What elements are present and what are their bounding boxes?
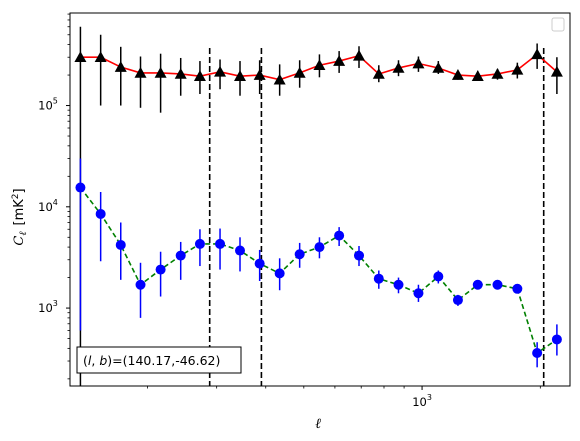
series-0-point <box>491 67 504 79</box>
series-0-point <box>531 48 544 60</box>
axes-border <box>69 12 571 387</box>
series-0-point <box>432 61 445 73</box>
y-tick-label: 103 <box>38 299 58 315</box>
series-1-point <box>274 268 285 279</box>
y-axis-label-subscript: ℓ <box>18 231 29 235</box>
series-0-point <box>234 70 247 81</box>
series-1-point <box>413 288 424 299</box>
series-0-point <box>74 51 87 63</box>
series-1-point <box>235 245 246 256</box>
series-0-point <box>313 59 326 71</box>
series-0-point <box>353 49 366 61</box>
series-1-point <box>254 258 265 269</box>
legend-box <box>551 17 565 32</box>
x-axis-label: ℓ <box>315 416 321 432</box>
plot-content <box>74 26 563 386</box>
series-1-point <box>492 279 503 290</box>
series-0-point <box>412 57 425 69</box>
series-0-point <box>94 51 107 63</box>
series-1-point <box>452 295 463 306</box>
y-axis-label: Cℓ [mK2] <box>11 188 29 245</box>
series-0-point <box>392 61 405 73</box>
annotation-box: (l, b)=(140.17,-46.62) <box>76 346 242 374</box>
series-1-point <box>551 334 562 345</box>
series-1-point <box>532 348 543 359</box>
series-0-point <box>114 61 127 72</box>
series-1-line <box>79 187 558 355</box>
plot-area <box>74 26 563 386</box>
series-1-point <box>115 239 126 250</box>
y-axis-label-units: [mK <box>12 199 27 226</box>
series-0-point <box>273 73 286 85</box>
y-axis-label-units-sup: 2 <box>11 193 21 199</box>
series-1-point <box>95 208 106 219</box>
series-0-point <box>214 65 227 77</box>
y-tick-label: 105 <box>38 97 58 113</box>
series-0-point <box>154 66 167 78</box>
series-0-point <box>471 70 484 81</box>
axis-ticks: 103 104 105 103 <box>38 13 541 409</box>
series-1-point <box>512 283 523 294</box>
y-tick-label: 104 <box>38 198 58 214</box>
series-1-point <box>334 230 345 241</box>
series-1-point <box>194 238 205 249</box>
series-1-point <box>354 250 365 261</box>
series-0-point <box>550 65 563 77</box>
series-1-point <box>314 242 325 253</box>
series-0-point <box>253 69 266 80</box>
series-1-point <box>75 182 86 193</box>
y-axis-label-symbol: C <box>12 236 27 246</box>
series-0-point <box>451 69 464 80</box>
series-1-point <box>175 250 186 261</box>
series-1-point <box>393 279 404 290</box>
x-tick-label: 103 <box>412 393 432 409</box>
series-0-point <box>293 66 306 78</box>
series-1-point <box>135 279 146 290</box>
series-0-point <box>511 63 524 75</box>
series-1-point <box>373 273 384 284</box>
series-0-point <box>134 66 147 78</box>
series-0-point <box>174 67 187 79</box>
series-1-point <box>294 249 305 260</box>
axes-frame <box>69 12 571 387</box>
series-1-point <box>433 271 444 282</box>
series-0-point <box>333 55 346 66</box>
series-1-point <box>215 238 226 249</box>
series-1-point <box>155 264 166 275</box>
annotation-text: (l, b)=(140.17,-46.62) <box>83 353 220 368</box>
series-0-point <box>372 67 385 79</box>
series-1-point <box>472 279 483 290</box>
y-axis-label-units-end: ] <box>12 188 27 193</box>
series-0-point <box>193 70 206 81</box>
